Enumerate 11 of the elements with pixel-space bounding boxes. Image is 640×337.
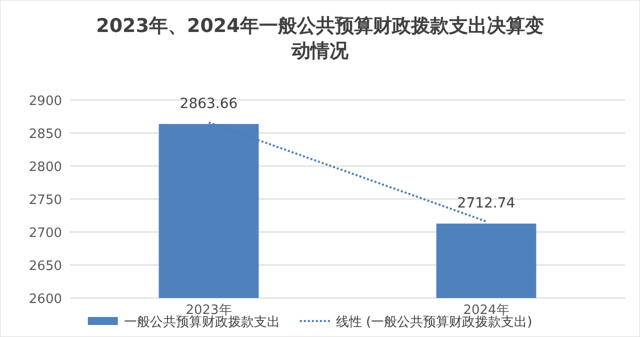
y-tick-label: 2900 bbox=[28, 94, 62, 109]
data-label: 2712.74 bbox=[457, 196, 516, 212]
y-tick-label: 2650 bbox=[28, 259, 62, 274]
y-tick-label: 2700 bbox=[28, 226, 62, 241]
title: 2023年、2024年一般公共预算财政拨款支出决算变动情况 bbox=[96, 15, 544, 62]
y-tick-label: 2850 bbox=[28, 127, 62, 142]
y-tick-label: 2600 bbox=[28, 292, 62, 307]
legend-label: 线性 (一般公共预算财政拨款支出) bbox=[336, 315, 532, 330]
y-tick-label: 2750 bbox=[28, 193, 62, 208]
y-tick-label: 2800 bbox=[28, 160, 62, 175]
data-label: 2863.66 bbox=[180, 96, 238, 112]
